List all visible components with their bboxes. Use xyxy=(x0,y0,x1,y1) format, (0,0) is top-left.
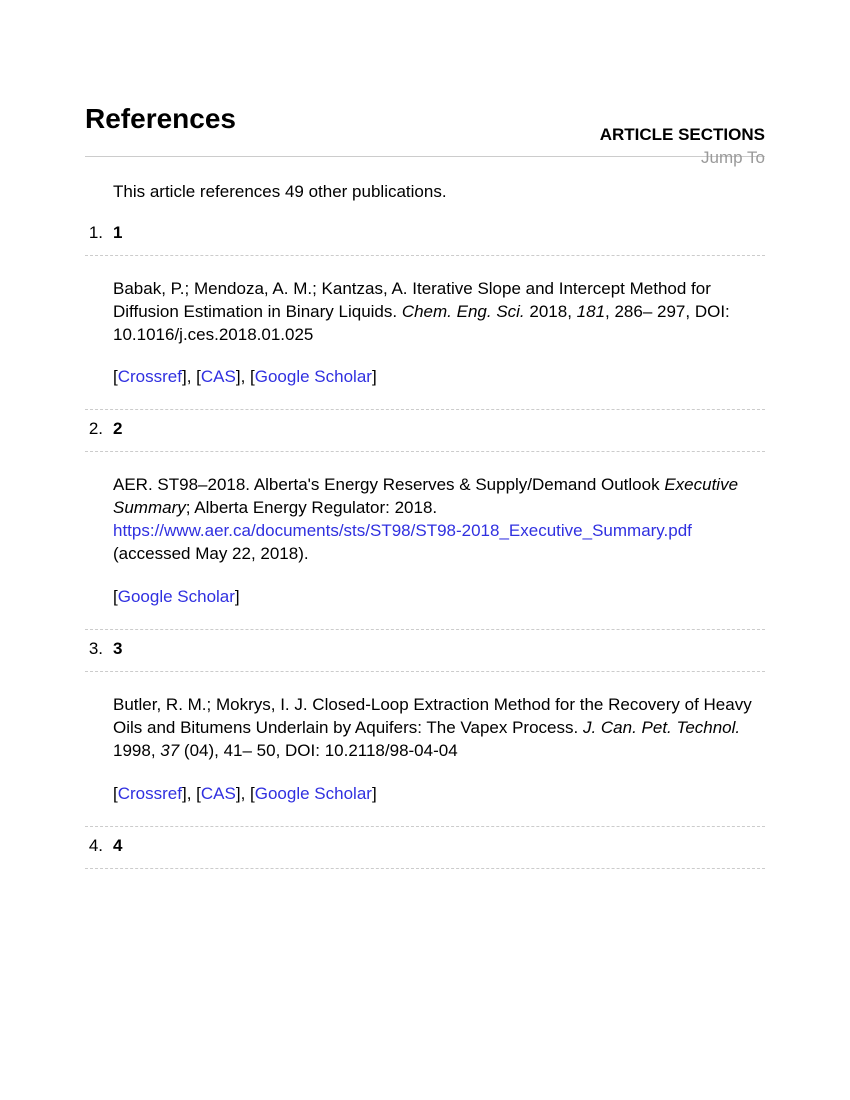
article-sections-nav[interactable]: ARTICLE SECTIONS Jump To xyxy=(600,124,765,170)
crossref-link[interactable]: Crossref xyxy=(118,367,182,386)
reference-citation: Babak, P.; Mendoza, A. M.; Kantzas, A. I… xyxy=(113,278,765,347)
reference-label: 4 xyxy=(113,835,122,858)
jump-to-link[interactable]: Jump To xyxy=(600,147,765,170)
references-intro: This article references 49 other publica… xyxy=(85,181,765,204)
reference-label: 2 xyxy=(113,418,122,441)
reference-body: AER. ST98–2018. Alberta's Energy Reserve… xyxy=(85,452,765,630)
reference-links: [Google Scholar] xyxy=(113,586,765,609)
reference-ordinal: 4. xyxy=(85,835,113,858)
reference-header: 3. 3 xyxy=(85,638,765,672)
reference-links: [Crossref], [CAS], [Google Scholar] xyxy=(113,783,765,806)
reference-header: 2. 2 xyxy=(85,418,765,452)
reference-item: 3. 3 Butler, R. M.; Mokrys, I. J. Closed… xyxy=(85,638,765,827)
header: References ARTICLE SECTIONS Jump To xyxy=(85,100,765,138)
crossref-link[interactable]: Crossref xyxy=(118,784,182,803)
scholar-link[interactable]: Google Scholar xyxy=(118,587,235,606)
reference-ordinal: 3. xyxy=(85,638,113,661)
reference-citation: AER. ST98–2018. Alberta's Energy Reserve… xyxy=(113,474,765,566)
reference-body: Babak, P.; Mendoza, A. M.; Kantzas, A. I… xyxy=(85,256,765,411)
reference-ordinal: 2. xyxy=(85,418,113,441)
reference-label: 3 xyxy=(113,638,122,661)
cas-link[interactable]: CAS xyxy=(201,784,236,803)
scholar-link[interactable]: Google Scholar xyxy=(255,784,372,803)
reference-url-link[interactable]: https://www.aer.ca/documents/sts/ST98/ST… xyxy=(113,521,692,540)
reference-body: Butler, R. M.; Mokrys, I. J. Closed-Loop… xyxy=(85,672,765,827)
reference-links: [Crossref], [CAS], [Google Scholar] xyxy=(113,366,765,389)
reference-item: 2. 2 AER. ST98–2018. Alberta's Energy Re… xyxy=(85,418,765,630)
cas-link[interactable]: CAS xyxy=(201,367,236,386)
reference-item: 1. 1 Babak, P.; Mendoza, A. M.; Kantzas,… xyxy=(85,222,765,411)
reference-label: 1 xyxy=(113,222,122,245)
reference-header: 4. 4 xyxy=(85,835,765,869)
reference-item: 4. 4 xyxy=(85,835,765,869)
reference-citation: Butler, R. M.; Mokrys, I. J. Closed-Loop… xyxy=(113,694,765,763)
reference-header: 1. 1 xyxy=(85,222,765,256)
scholar-link[interactable]: Google Scholar xyxy=(255,367,372,386)
sections-label: ARTICLE SECTIONS xyxy=(600,124,765,147)
reference-ordinal: 1. xyxy=(85,222,113,245)
